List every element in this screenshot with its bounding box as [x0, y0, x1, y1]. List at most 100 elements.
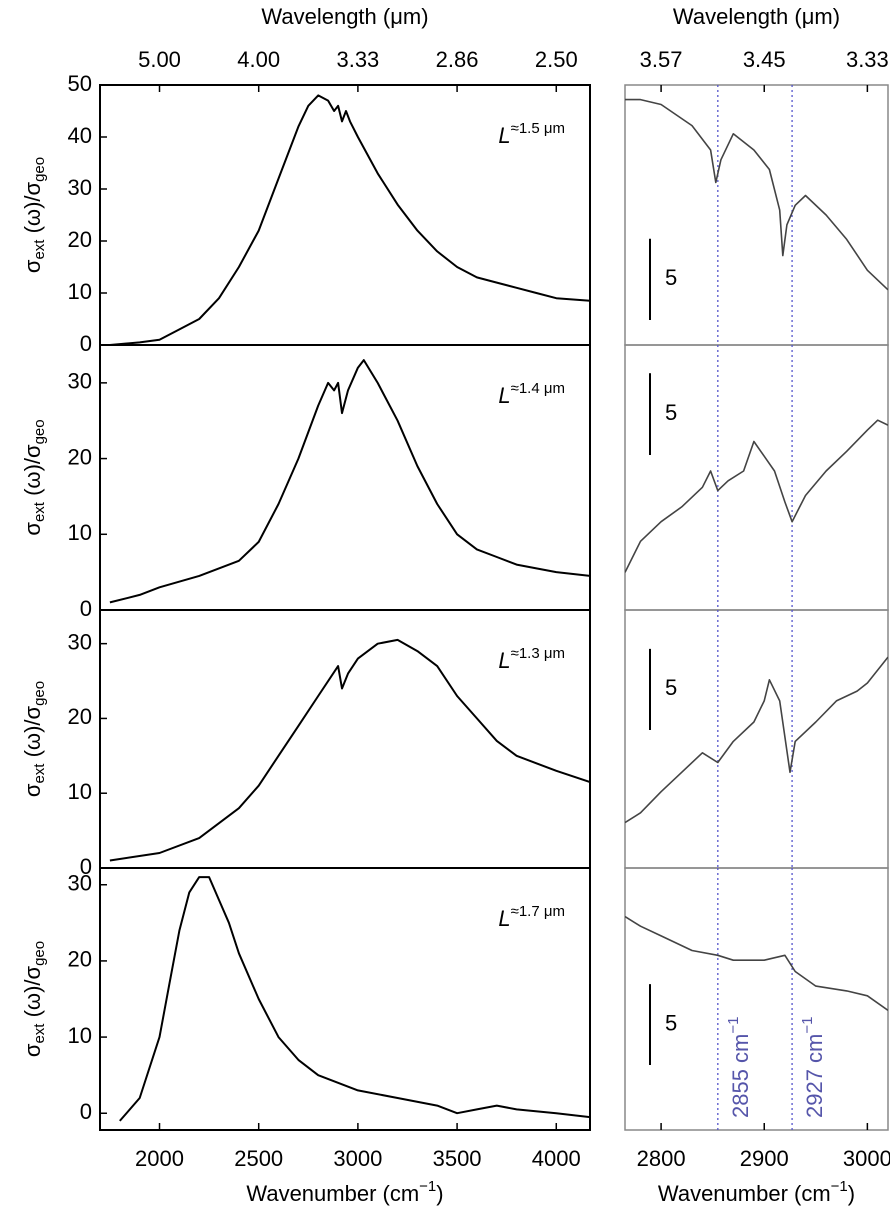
x2-tick-label: 3.33 — [846, 47, 889, 72]
x-tick-label: 3000 — [843, 1146, 890, 1171]
reference-label-part: −1 — [725, 1017, 742, 1034]
y-axis-title: σext (ω)/σgeo — [20, 941, 48, 1057]
spectrum-line — [109, 94, 590, 345]
x2-tick-label: 5.00 — [138, 47, 181, 72]
panel-frame — [624, 867, 889, 1131]
x-tick-label: 2500 — [234, 1146, 283, 1171]
y-tick-label: 10 — [68, 1023, 92, 1048]
x2-axis-title: Wavelength (μm) — [261, 4, 428, 29]
y-axis-title-part: ext — [31, 501, 48, 522]
annotation-part: ≈1.7 μm — [511, 903, 565, 920]
y-tick-label: 0 — [80, 1099, 92, 1124]
y-axis-title-part: (ω)/σ — [20, 444, 45, 502]
y-tick-label: 10 — [68, 279, 92, 304]
y-axis-title-part: σ — [20, 1043, 45, 1057]
y-axis-title-part: (ω)/σ — [20, 705, 45, 763]
y-tick-label: 20 — [68, 444, 92, 469]
y-axis-title-part: (ω)/σ — [20, 181, 45, 239]
y-tick-label: 30 — [68, 871, 92, 896]
spectrum-line — [625, 656, 888, 824]
reference-label-part: 2855 cm — [728, 1034, 753, 1118]
x2-tick-label: 3.57 — [640, 47, 683, 72]
x2-tick-label: 2.50 — [535, 47, 578, 72]
x-axis-title-part: Wavenumber (cm — [658, 1181, 831, 1206]
spectrum-line — [625, 98, 888, 291]
y-tick-label: 30 — [68, 369, 92, 394]
y-tick-label: 0 — [80, 596, 92, 621]
annotation: L≈1.4 μm — [498, 380, 565, 408]
x-axis-title-part: ) — [848, 1181, 855, 1206]
y-axis-title-part: (ω)/σ — [20, 965, 45, 1023]
y-axis-title-part: geo — [31, 157, 48, 182]
reference-label-part: −1 — [799, 1017, 816, 1034]
annotation-part: ≈1.5 μm — [511, 120, 565, 137]
x-axis-title: Wavenumber (cm−1) — [658, 1178, 855, 1206]
x-tick-label: 2900 — [740, 1146, 789, 1171]
y-tick-label: 40 — [68, 123, 92, 148]
y-tick-label: 0 — [80, 331, 92, 356]
y-axis-title-part: σ — [20, 259, 45, 273]
x2-tick-label: 3.33 — [336, 47, 379, 72]
annotation: L≈1.5 μm — [498, 120, 565, 148]
annotation: L≈1.3 μm — [498, 645, 565, 673]
spectrum-line — [625, 419, 888, 573]
x-axis-title-part: Wavenumber (cm — [246, 1181, 419, 1206]
x2-tick-label: 4.00 — [237, 47, 280, 72]
y-axis-title-part: geo — [31, 941, 48, 966]
reference-label: 2855 cm−1 — [725, 1017, 753, 1119]
y-axis-title-part: geo — [31, 419, 48, 444]
x-tick-label: 3500 — [433, 1146, 482, 1171]
annotation-part: L — [498, 383, 510, 408]
y-tick-label: 10 — [68, 520, 92, 545]
spectrum-line — [109, 638, 590, 862]
x-tick-label: 2000 — [135, 1146, 184, 1171]
scale-bar-label: 5 — [665, 675, 677, 700]
y-axis-title-part: ext — [31, 239, 48, 260]
x2-axis-title: Wavelength (μm) — [673, 4, 840, 29]
y-axis-title-part: ext — [31, 1023, 48, 1044]
y-axis-title: σext (ω)/σgeo — [20, 419, 48, 535]
annotation: L≈1.7 μm — [498, 903, 565, 931]
x-axis-title-part: −1 — [831, 1178, 848, 1195]
y-tick-label: 10 — [68, 779, 92, 804]
y-tick-label: 20 — [68, 704, 92, 729]
y-tick-label: 30 — [68, 629, 92, 654]
x-tick-label: 3000 — [333, 1146, 382, 1171]
x-axis-title: Wavenumber (cm−1) — [246, 1178, 443, 1206]
annotation-part: L — [498, 906, 510, 931]
y-axis-title-part: σ — [20, 783, 45, 797]
panel-frame — [624, 344, 889, 611]
x-tick-label: 4000 — [532, 1146, 581, 1171]
reference-label-part: 2927 cm — [802, 1034, 827, 1118]
y-axis-title-part: σ — [20, 522, 45, 536]
x-axis-title-part: ) — [436, 1181, 443, 1206]
x-axis-title-part: −1 — [419, 1178, 436, 1195]
x-tick-label: 2800 — [637, 1146, 686, 1171]
x2-tick-label: 2.86 — [436, 47, 479, 72]
y-axis-title: σext (ω)/σgeo — [20, 681, 48, 797]
spectrum-line — [625, 915, 888, 1011]
y-tick-label: 20 — [68, 227, 92, 252]
y-tick-label: 30 — [68, 175, 92, 200]
scale-bar-label: 5 — [665, 400, 677, 425]
panel-frame — [624, 84, 889, 346]
x2-tick-label: 3.45 — [743, 47, 786, 72]
y-axis-title: σext (ω)/σgeo — [20, 157, 48, 273]
spectrum-line — [119, 876, 590, 1122]
annotation-part: L — [498, 123, 510, 148]
panel-frame — [99, 867, 591, 1131]
annotation-part: ≈1.3 μm — [511, 645, 565, 662]
annotation-part: L — [498, 648, 510, 673]
scale-bar-label: 5 — [665, 265, 677, 290]
y-axis-title-part: geo — [31, 681, 48, 706]
scale-bar-label: 5 — [665, 1010, 677, 1035]
spectrum-line — [109, 359, 590, 604]
reference-label: 2927 cm−1 — [799, 1017, 827, 1119]
y-tick-label: 50 — [68, 71, 92, 96]
annotation-part: ≈1.4 μm — [511, 380, 565, 397]
y-tick-label: 20 — [68, 947, 92, 972]
y-axis-title-part: ext — [31, 763, 48, 784]
panel-frame — [624, 609, 889, 869]
y-tick-label: 0 — [80, 854, 92, 879]
